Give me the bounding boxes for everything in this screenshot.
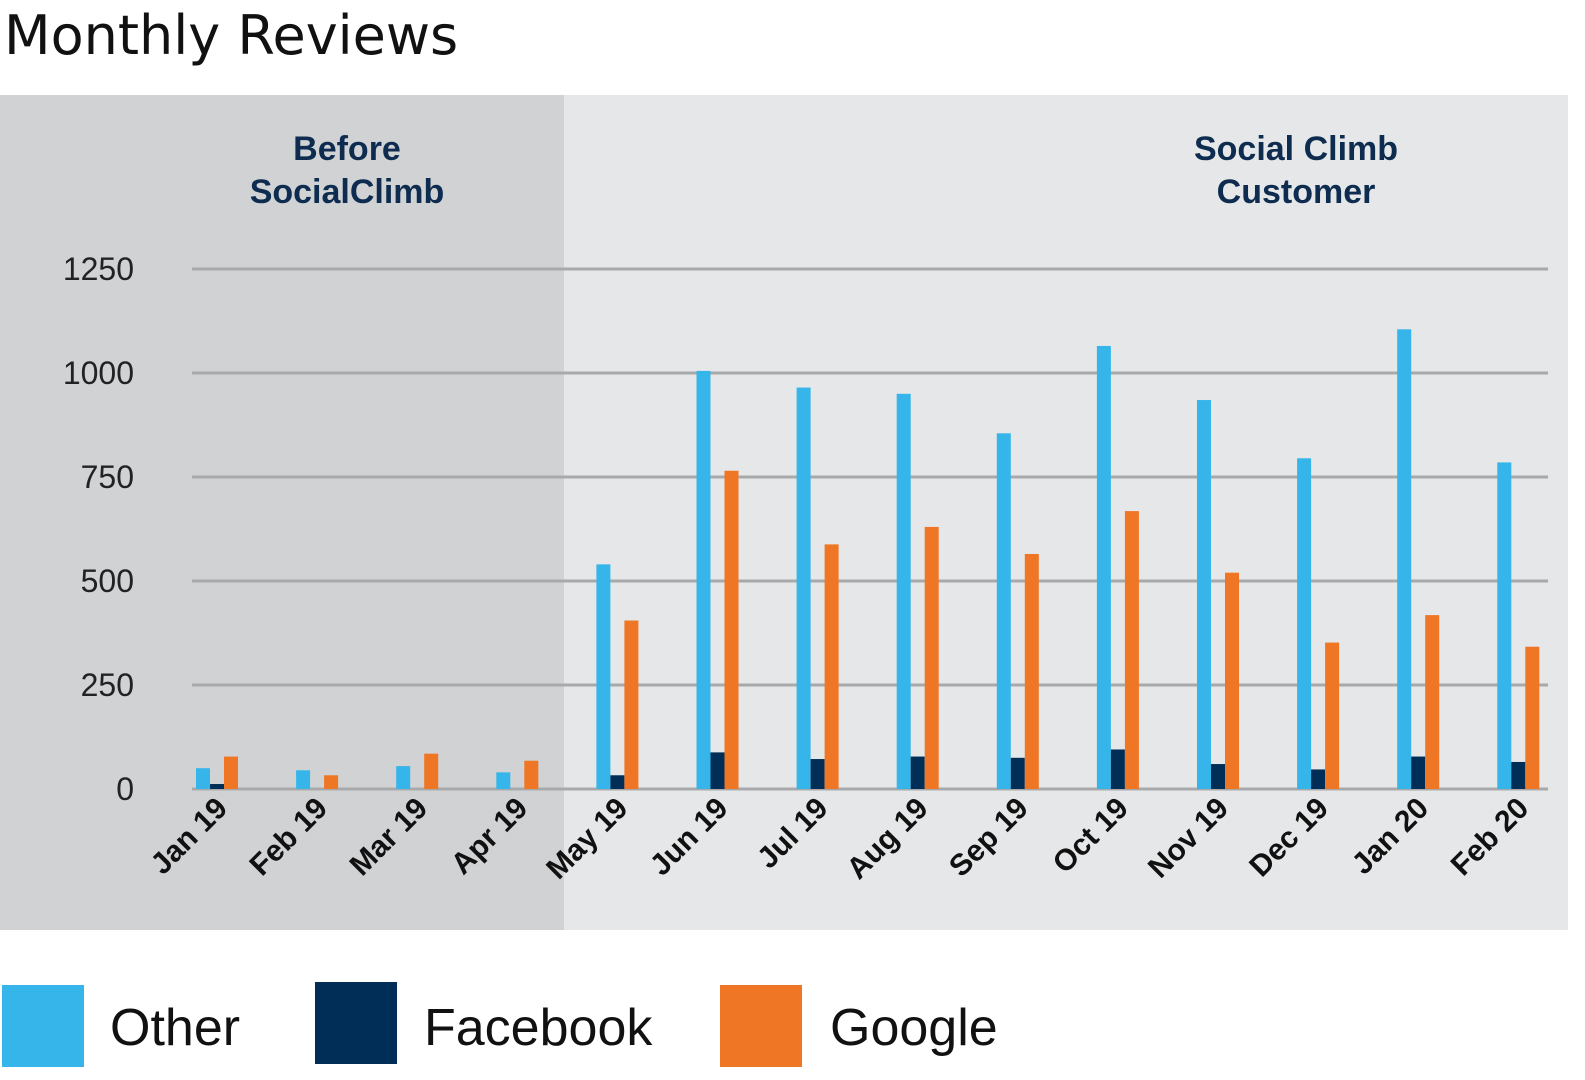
y-tick-label-250: 250	[81, 667, 134, 703]
bar-google-feb-20	[1525, 646, 1540, 789]
region-label-social-climb: Social Climb	[1194, 130, 1398, 168]
y-tick-label-750: 750	[81, 459, 134, 495]
region-background-before-socialclimb	[0, 95, 564, 930]
bar-layer	[196, 329, 1540, 789]
region-background-layer: Before SocialClimb Social Climb Customer	[0, 95, 1568, 930]
bar-google-jun-19	[724, 470, 739, 789]
bar-other-feb-20	[1497, 462, 1512, 789]
bar-google-oct-19	[1124, 511, 1139, 789]
bar-facebook-may-19	[610, 775, 625, 789]
bar-other-sep-19	[996, 433, 1011, 789]
legend-swatch-facebook	[315, 982, 397, 1064]
bar-other-oct-19	[1096, 345, 1111, 789]
bar-other-jun-19	[696, 370, 711, 789]
bar-google-sep-19	[1024, 553, 1039, 789]
bar-google-feb-19	[324, 775, 339, 789]
region-label-customer: Customer	[1217, 173, 1376, 211]
bar-google-jan-19	[224, 756, 238, 789]
bar-facebook-feb-20	[1511, 761, 1526, 789]
bar-facebook-sep-19	[1010, 757, 1025, 789]
bar-other-jan-20	[1397, 329, 1412, 789]
legend-label-other: Other	[110, 999, 240, 1057]
bar-facebook-oct-19	[1110, 749, 1125, 789]
y-tick-label-1000: 1000	[63, 355, 134, 391]
bar-google-jul-19	[824, 544, 839, 789]
bar-google-jan-20	[1425, 615, 1440, 789]
bar-facebook-dec-19	[1311, 769, 1326, 789]
bar-google-nov-19	[1225, 572, 1239, 789]
bar-other-nov-19	[1197, 400, 1211, 789]
bar-google-mar-19	[424, 753, 439, 789]
bar-other-apr-19	[496, 772, 511, 789]
bar-other-dec-19	[1297, 458, 1312, 789]
bar-facebook-jan-19	[210, 784, 224, 789]
bar-other-aug-19	[896, 393, 911, 789]
legend-swatch-google	[720, 985, 802, 1067]
bar-facebook-jul-19	[810, 759, 825, 789]
chart-title: Monthly Reviews	[4, 4, 458, 67]
bar-other-mar-19	[396, 766, 411, 789]
legend-label-google: Google	[830, 999, 998, 1057]
y-tick-label-500: 500	[81, 563, 134, 599]
gridline-layer	[192, 267, 1548, 791]
bar-google-dec-19	[1325, 642, 1340, 789]
region-label-socialclimb: SocialClimb	[250, 173, 445, 211]
bar-facebook-nov-19	[1211, 764, 1225, 789]
legend: Other Facebook Google	[2, 982, 998, 1067]
bar-facebook-jan-20	[1411, 756, 1426, 789]
y-tick-label-1250: 1250	[63, 251, 134, 287]
bar-other-may-19	[596, 564, 611, 789]
bar-facebook-jun-19	[710, 752, 725, 789]
bar-other-jan-19	[196, 768, 210, 789]
bar-google-apr-19	[524, 760, 539, 789]
legend-label-facebook: Facebook	[424, 999, 653, 1057]
bar-facebook-aug-19	[910, 756, 925, 789]
region-label-before: Before	[293, 130, 401, 168]
bar-google-may-19	[624, 620, 639, 789]
y-tick-label-0: 0	[116, 771, 134, 807]
bar-google-aug-19	[924, 526, 939, 789]
legend-swatch-other	[2, 985, 84, 1067]
bar-other-jul-19	[796, 387, 811, 789]
bar-other-feb-19	[296, 770, 311, 789]
y-axis-tick-labels: 0 250 500 750 1000 1250	[63, 251, 134, 807]
